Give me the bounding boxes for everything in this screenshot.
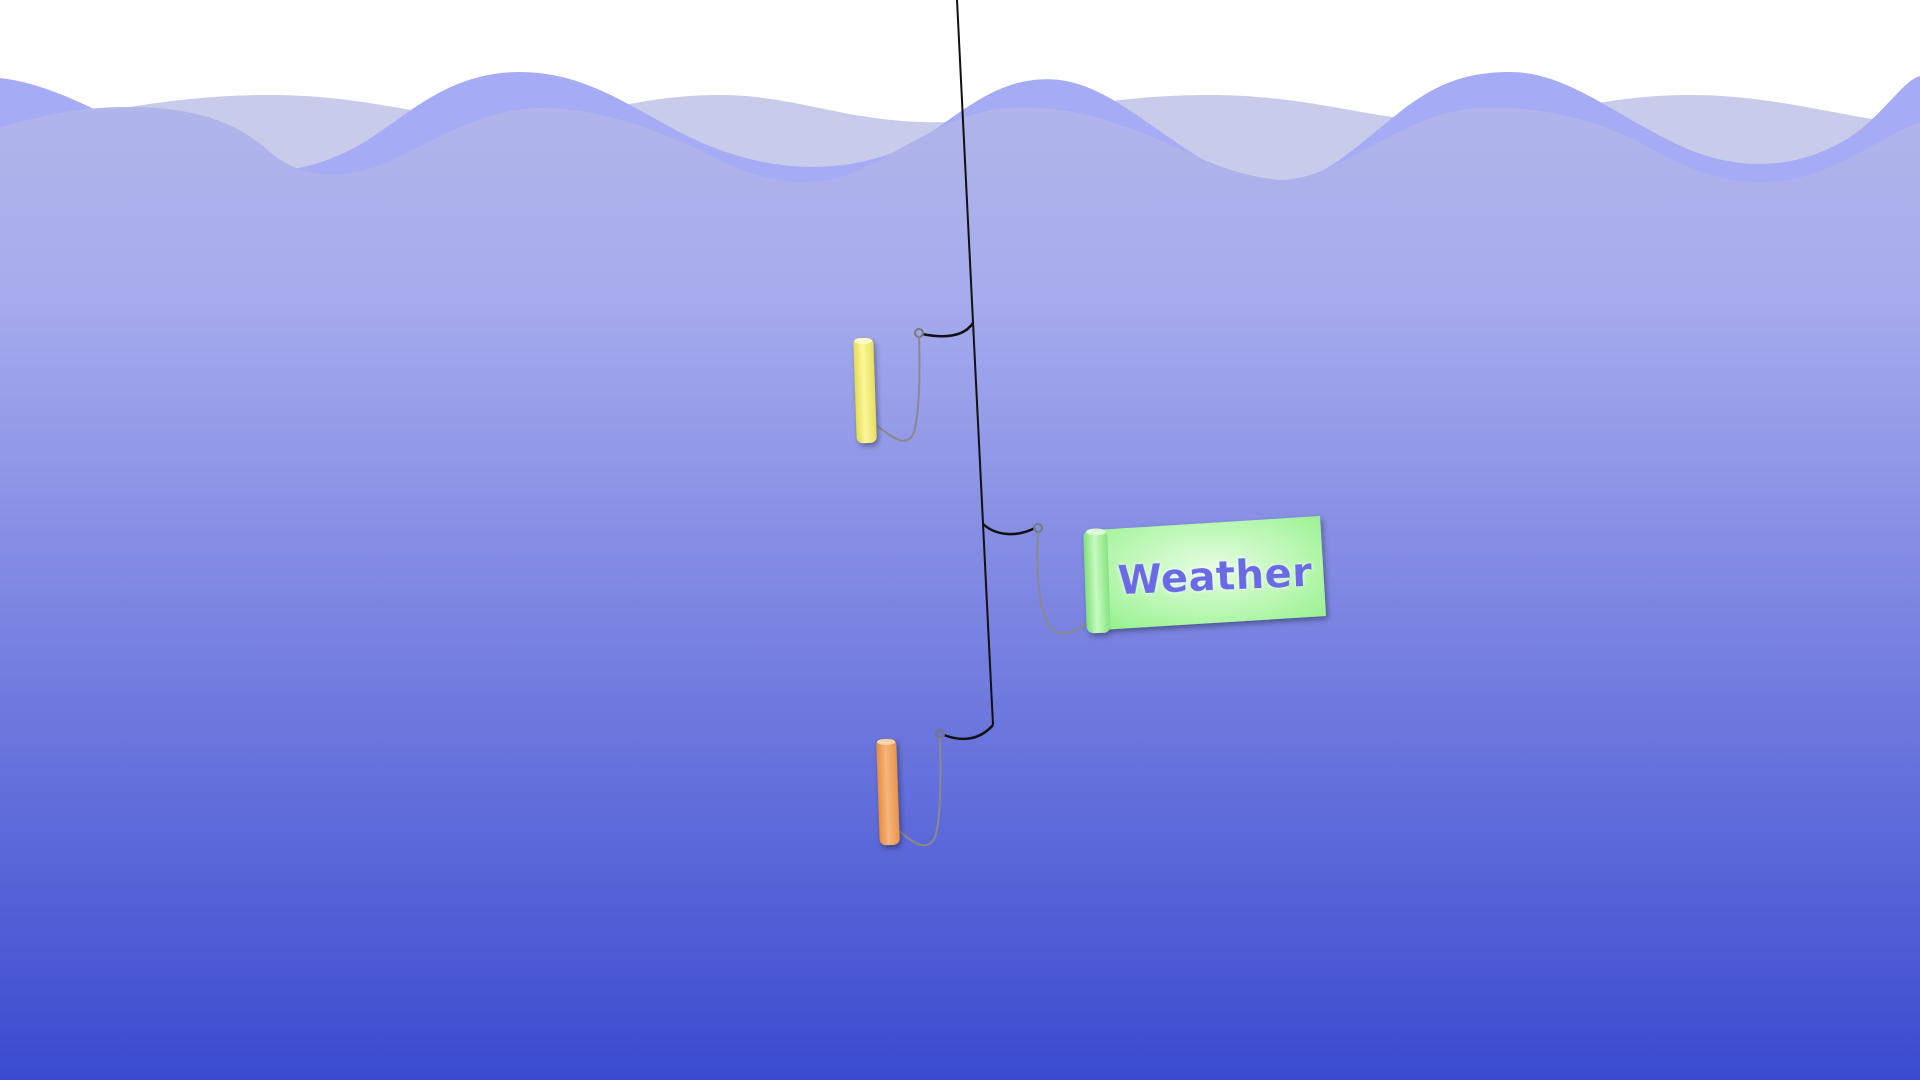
yellow-scroll[interactable]	[853, 322, 975, 444]
hook-line-yellow	[921, 322, 975, 338]
string-orange	[897, 737, 942, 847]
hook-line-green	[982, 523, 1036, 536]
string-green	[1036, 531, 1093, 635]
hook-line-orange	[943, 724, 994, 741]
green-scroll[interactable]: Weather	[982, 516, 1326, 635]
orange-scroll-roll	[876, 738, 900, 846]
water	[0, 107, 1920, 1080]
yellow-scroll-cap	[854, 338, 872, 344]
string-yellow	[875, 335, 921, 442]
green-scroll-cap	[1086, 528, 1106, 536]
scroll-label-weather: Weather	[1117, 550, 1314, 604]
yellow-scroll-roll	[853, 337, 877, 444]
green-scroll-roll	[1083, 529, 1111, 634]
orange-scroll[interactable]	[876, 724, 994, 847]
orange-scroll-cap	[877, 739, 895, 745]
green-scroll-sheet	[1095, 516, 1326, 630]
fishing-line	[956, 0, 994, 726]
